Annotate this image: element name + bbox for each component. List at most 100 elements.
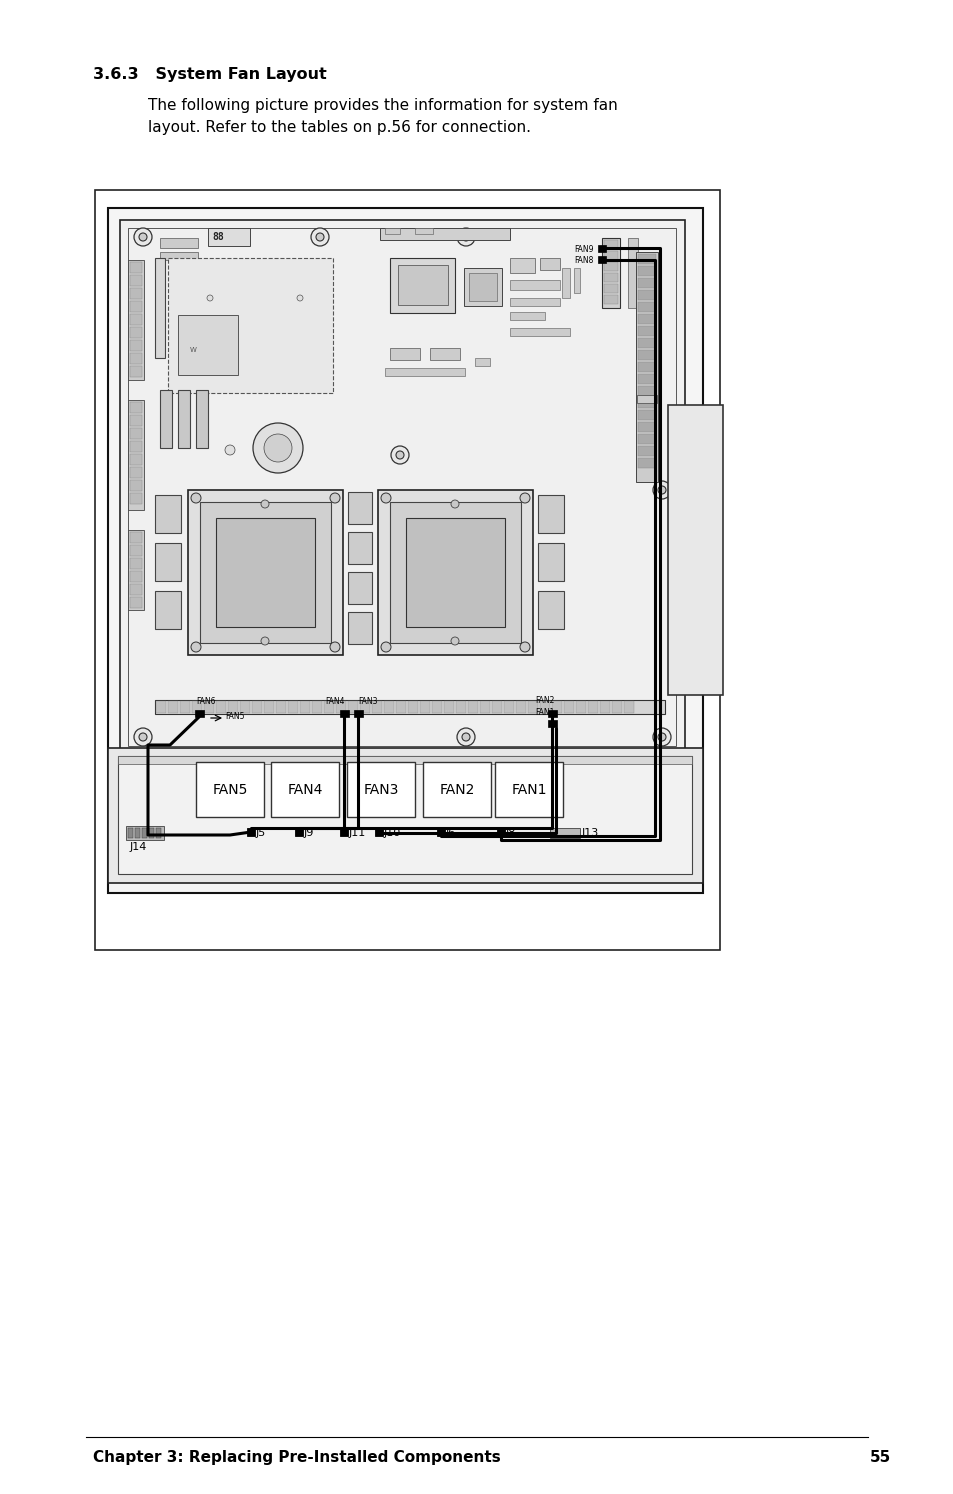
Bar	[168, 258, 333, 393]
Bar	[178, 390, 190, 448]
Bar	[547, 720, 557, 728]
Bar	[335, 701, 346, 713]
Bar	[128, 229, 676, 746]
Text: FAN4: FAN4	[325, 698, 344, 707]
Text: The following picture provides the information for system fan: The following picture provides the infor…	[148, 99, 618, 114]
Bar	[638, 374, 656, 384]
Bar	[128, 828, 132, 838]
Bar	[601, 238, 619, 308]
Bar	[347, 762, 415, 817]
Bar	[192, 701, 202, 713]
Circle shape	[330, 493, 339, 503]
Bar	[527, 701, 537, 713]
Bar	[339, 710, 349, 717]
Bar	[359, 701, 370, 713]
Bar	[587, 701, 598, 713]
Bar	[149, 828, 153, 838]
Circle shape	[380, 642, 391, 651]
Bar	[130, 275, 142, 285]
Bar	[638, 302, 656, 312]
Circle shape	[330, 642, 339, 651]
Circle shape	[461, 233, 470, 241]
Text: FAN5: FAN5	[225, 713, 244, 722]
Bar	[436, 828, 444, 837]
Circle shape	[456, 728, 475, 746]
Bar	[539, 701, 550, 713]
Bar	[443, 701, 454, 713]
Text: J5: J5	[255, 828, 266, 838]
Bar	[168, 701, 178, 713]
Bar	[130, 366, 142, 376]
Bar	[130, 402, 142, 412]
Bar	[638, 266, 656, 276]
Circle shape	[133, 728, 152, 746]
Text: 3.6.3   System Fan Layout: 3.6.3 System Fan Layout	[92, 67, 327, 82]
Bar	[638, 326, 656, 336]
Bar	[208, 229, 250, 247]
Bar	[638, 350, 656, 360]
Circle shape	[519, 642, 530, 651]
Bar	[638, 278, 656, 288]
Bar	[130, 415, 142, 426]
Bar	[468, 701, 477, 713]
Bar	[108, 748, 702, 883]
Text: W: W	[190, 347, 196, 353]
Bar	[406, 518, 504, 627]
Bar	[130, 261, 142, 273]
Bar	[638, 362, 656, 372]
Bar	[130, 468, 142, 478]
Bar	[430, 348, 459, 360]
Bar	[154, 592, 181, 629]
Circle shape	[451, 500, 458, 508]
Bar	[599, 701, 609, 713]
Bar	[574, 267, 579, 293]
Bar	[130, 480, 142, 492]
Bar	[638, 314, 656, 324]
Text: FAN1: FAN1	[511, 783, 546, 796]
Bar	[503, 701, 514, 713]
Circle shape	[658, 486, 665, 495]
Bar	[154, 495, 181, 533]
Bar	[130, 571, 142, 583]
Circle shape	[191, 493, 201, 503]
Bar	[390, 258, 455, 314]
Bar	[623, 701, 634, 713]
Bar	[537, 495, 563, 533]
Bar	[348, 701, 357, 713]
Bar	[385, 368, 464, 376]
Bar	[638, 397, 656, 408]
Circle shape	[451, 636, 458, 645]
Bar	[395, 701, 406, 713]
Bar	[432, 701, 441, 713]
Text: J6: J6	[446, 828, 456, 838]
Bar	[638, 421, 656, 432]
Bar	[390, 502, 520, 642]
Bar	[638, 433, 656, 444]
Bar	[126, 826, 164, 840]
Bar	[627, 238, 638, 308]
Bar	[598, 245, 605, 252]
Bar	[118, 756, 691, 874]
Bar	[160, 390, 172, 448]
Bar	[130, 327, 142, 338]
Circle shape	[315, 233, 324, 241]
Circle shape	[253, 423, 303, 474]
Bar	[397, 264, 448, 305]
Bar	[537, 592, 563, 629]
Text: FAN3: FAN3	[363, 783, 398, 796]
Bar	[130, 300, 142, 312]
Bar	[130, 598, 142, 608]
Bar	[135, 828, 140, 838]
Bar	[160, 252, 198, 260]
Bar	[497, 828, 504, 837]
Bar	[479, 701, 490, 713]
Bar	[264, 701, 274, 713]
Bar	[339, 828, 348, 837]
Bar	[160, 238, 198, 248]
Bar	[195, 390, 208, 448]
Bar	[408, 701, 417, 713]
Bar	[638, 385, 656, 396]
Bar	[252, 701, 262, 713]
Bar	[469, 273, 497, 300]
Bar	[539, 258, 559, 270]
